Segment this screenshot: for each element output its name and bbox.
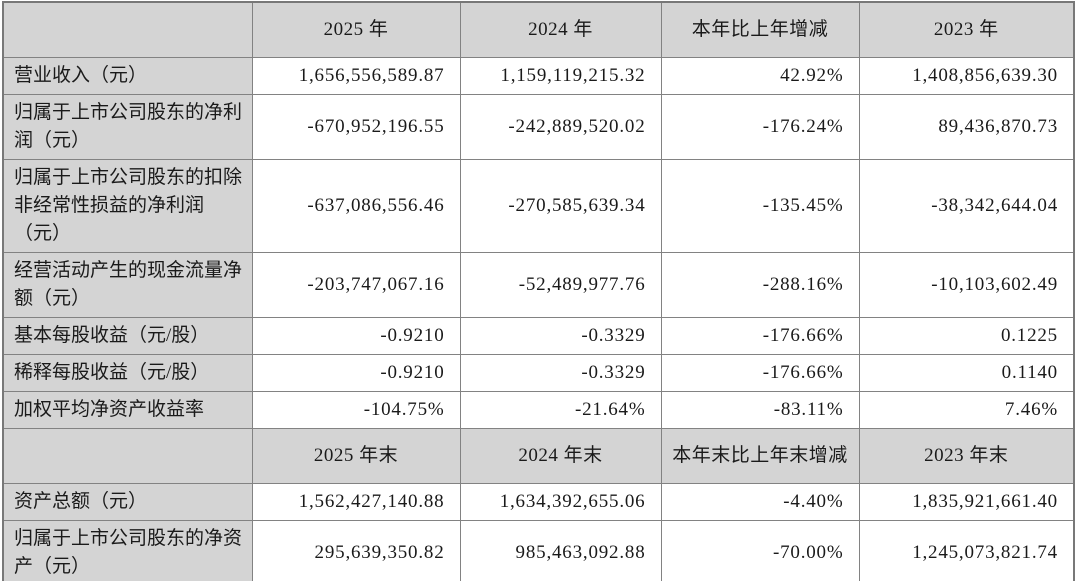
cell-value: -176.66% bbox=[660, 354, 860, 392]
header-row-annual: 2025 年 2024 年 本年比上年增减 2023 年 bbox=[2, 1, 1075, 58]
cell-value: -38,342,644.04 bbox=[858, 159, 1075, 253]
cell-value: -176.24% bbox=[660, 94, 860, 160]
cell-value: 1,835,921,661.40 bbox=[858, 483, 1075, 521]
table-row-total-assets: 资产总额（元） 1,562,427,140.88 1,634,392,655.0… bbox=[2, 483, 1075, 521]
header-row-year-end: 2025 年末 2024 年末 本年末比上年末增减 2023 年末 bbox=[2, 428, 1075, 484]
cell-value: 1,656,556,589.87 bbox=[251, 57, 461, 95]
table-row-diluted-eps: 稀释每股收益（元/股） -0.9210 -0.3329 -176.66% 0.1… bbox=[2, 354, 1075, 392]
cell-value: -0.3329 bbox=[459, 317, 662, 355]
row-label: 归属于上市公司股东的扣除非经常性损益的净利润（元） bbox=[2, 159, 253, 253]
cell-value: 1,408,856,639.30 bbox=[858, 57, 1075, 95]
table-row-revenue: 营业收入（元） 1,656,556,589.87 1,159,119,215.3… bbox=[2, 57, 1075, 95]
cell-value: -670,952,196.55 bbox=[251, 94, 461, 160]
table-row-net-profit: 归属于上市公司股东的净利润（元） -670,952,196.55 -242,88… bbox=[2, 94, 1075, 160]
column-header-2023: 2023 年 bbox=[858, 1, 1075, 58]
cell-value: -0.9210 bbox=[251, 354, 461, 392]
cell-value: -270,585,639.34 bbox=[459, 159, 662, 253]
cell-value: 295,639,350.82 bbox=[251, 520, 461, 581]
table-row-basic-eps: 基本每股收益（元/股） -0.9210 -0.3329 -176.66% 0.1… bbox=[2, 317, 1075, 355]
cell-value: 1,634,392,655.06 bbox=[459, 483, 662, 521]
cell-value: -83.11% bbox=[660, 391, 860, 429]
header-corner-cell bbox=[2, 428, 253, 484]
cell-value: 89,436,870.73 bbox=[858, 94, 1075, 160]
cell-value: 1,245,073,821.74 bbox=[858, 520, 1075, 581]
cell-value: -0.3329 bbox=[459, 354, 662, 392]
cell-value: 0.1140 bbox=[858, 354, 1075, 392]
table-row-net-profit-excl-nonrecurring: 归属于上市公司股东的扣除非经常性损益的净利润（元） -637,086,556.4… bbox=[2, 159, 1075, 253]
row-label: 经营活动产生的现金流量净额（元） bbox=[2, 252, 253, 318]
cell-value: 0.1225 bbox=[858, 317, 1075, 355]
cell-value: -176.66% bbox=[660, 317, 860, 355]
column-header-2024: 2024 年 bbox=[459, 1, 662, 58]
header-corner-cell bbox=[2, 1, 253, 58]
cell-value: -637,086,556.46 bbox=[251, 159, 461, 253]
row-label: 稀释每股收益（元/股） bbox=[2, 354, 253, 392]
table-row-net-assets: 归属于上市公司股东的净资产（元） 295,639,350.82 985,463,… bbox=[2, 520, 1075, 581]
cell-value: -104.75% bbox=[251, 391, 461, 429]
cell-value: -242,889,520.02 bbox=[459, 94, 662, 160]
cell-value: 1,562,427,140.88 bbox=[251, 483, 461, 521]
cell-value: -70.00% bbox=[660, 520, 860, 581]
cell-value: -203,747,067.16 bbox=[251, 252, 461, 318]
cell-value: -288.16% bbox=[660, 252, 860, 318]
column-header-2023-end: 2023 年末 bbox=[858, 428, 1075, 484]
column-header-yearend-change: 本年末比上年末增减 bbox=[660, 428, 860, 484]
cell-value: 42.92% bbox=[660, 57, 860, 95]
row-label: 资产总额（元） bbox=[2, 483, 253, 521]
cell-value: 985,463,092.88 bbox=[459, 520, 662, 581]
column-header-2025: 2025 年 bbox=[251, 1, 461, 58]
column-header-yoy-change: 本年比上年增减 bbox=[660, 1, 860, 58]
cell-value: -135.45% bbox=[660, 159, 860, 253]
cell-value: 7.46% bbox=[858, 391, 1075, 429]
table-row-operating-cash-flow: 经营活动产生的现金流量净额（元） -203,747,067.16 -52,489… bbox=[2, 252, 1075, 318]
cell-value: 1,159,119,215.32 bbox=[459, 57, 662, 95]
table-row-weighted-avg-roe: 加权平均净资产收益率 -104.75% -21.64% -83.11% 7.46… bbox=[2, 391, 1075, 429]
row-label: 基本每股收益（元/股） bbox=[2, 317, 253, 355]
cell-value: -0.9210 bbox=[251, 317, 461, 355]
row-label: 加权平均净资产收益率 bbox=[2, 391, 253, 429]
column-header-2024-end: 2024 年末 bbox=[459, 428, 662, 484]
cell-value: -4.40% bbox=[660, 483, 860, 521]
cell-value: -52,489,977.76 bbox=[459, 252, 662, 318]
column-header-2025-end: 2025 年末 bbox=[251, 428, 461, 484]
row-label: 归属于上市公司股东的净资产（元） bbox=[2, 520, 253, 581]
row-label: 归属于上市公司股东的净利润（元） bbox=[2, 94, 253, 160]
cell-value: -21.64% bbox=[459, 391, 662, 429]
row-label: 营业收入（元） bbox=[2, 57, 253, 95]
cell-value: -10,103,602.49 bbox=[858, 252, 1075, 318]
